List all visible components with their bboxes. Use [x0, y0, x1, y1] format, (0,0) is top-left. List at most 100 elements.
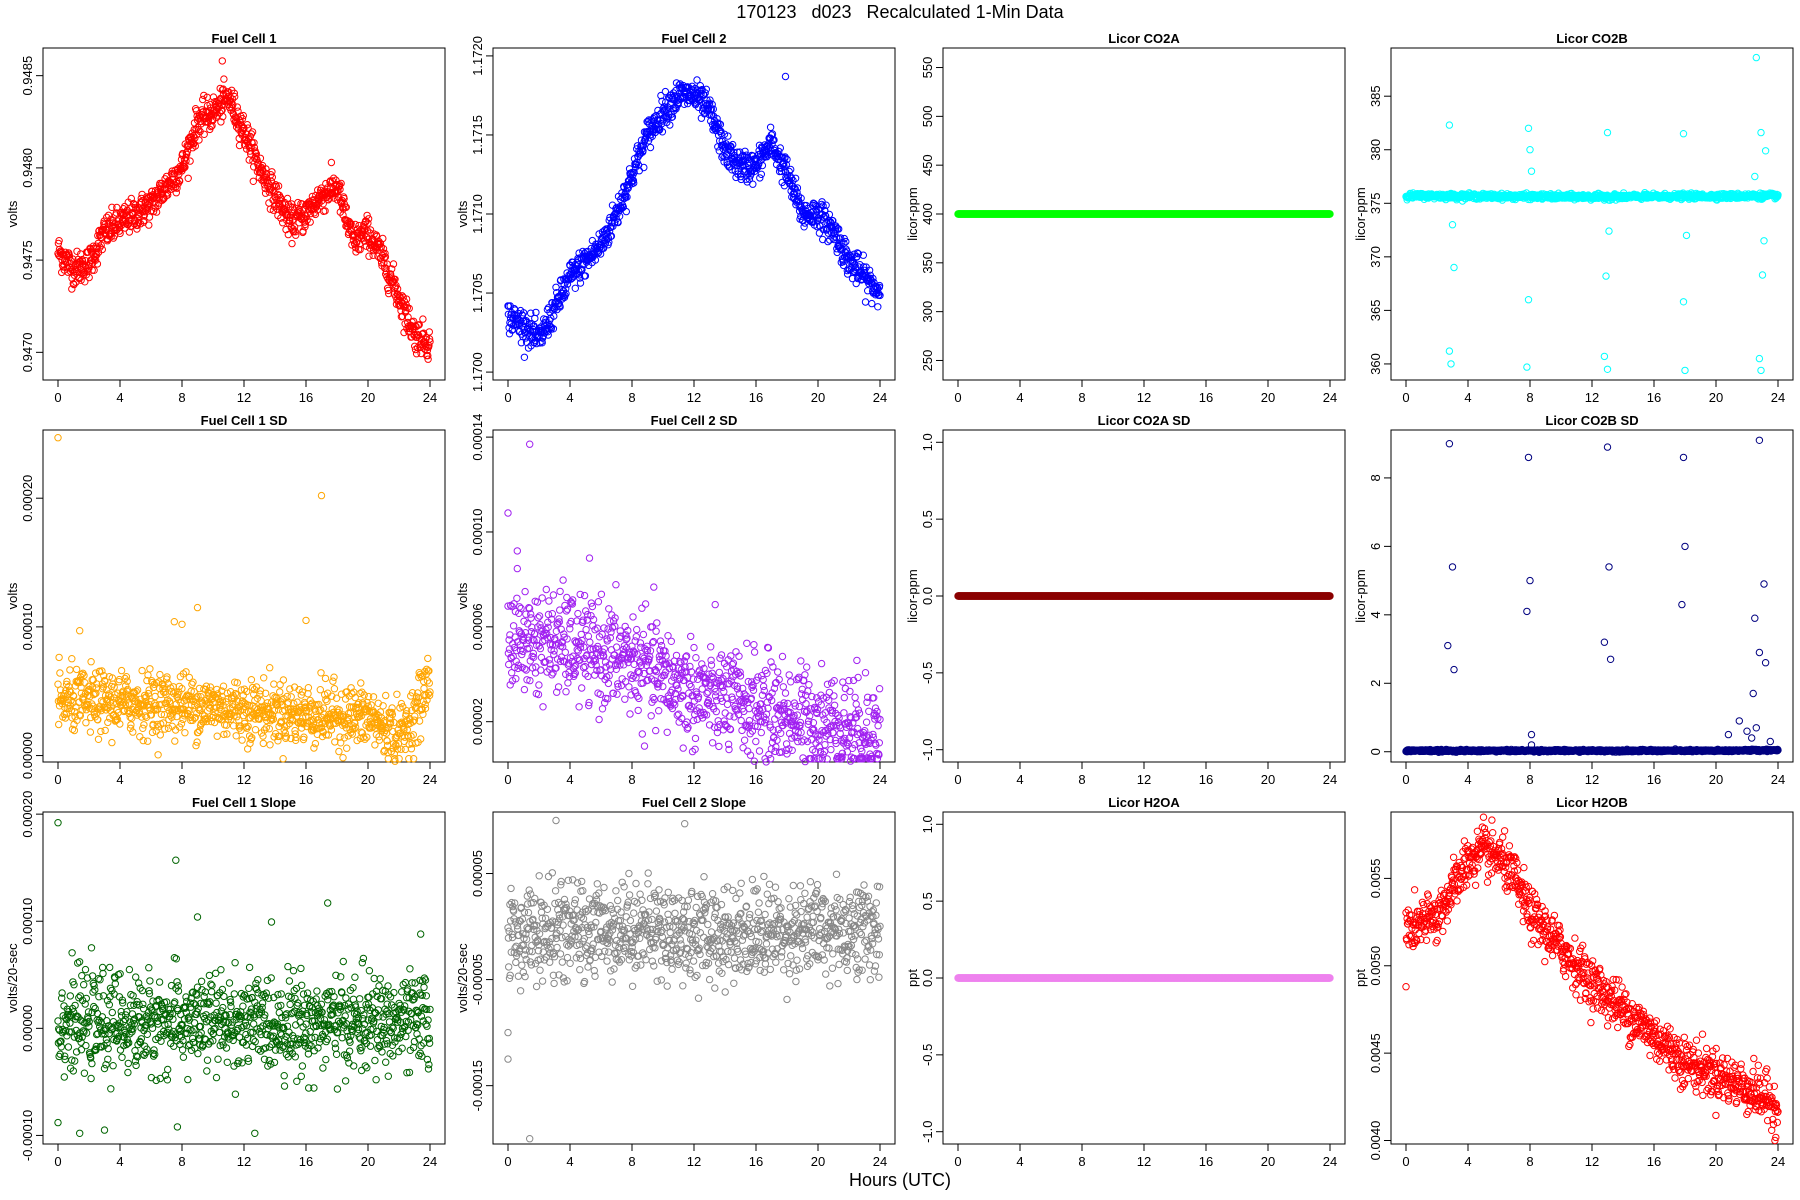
data-point: [1752, 53, 1761, 62]
data-point: [149, 207, 158, 216]
y-tick-label: 370: [1368, 246, 1383, 268]
x-tick-label: 0: [54, 390, 61, 405]
data-point: [1445, 347, 1454, 355]
x-tick-label: 0: [1402, 390, 1409, 405]
data-point: [323, 697, 331, 705]
data-point: [184, 174, 192, 183]
x-tick-label: 0: [504, 390, 511, 405]
data-point: [144, 737, 152, 745]
x-tick-label: 8: [628, 390, 635, 405]
data-point: [330, 673, 338, 681]
x-tick-label: 20: [1261, 390, 1275, 405]
data-point: [781, 72, 790, 81]
data-point: [164, 191, 172, 199]
data-point: [1526, 146, 1534, 154]
x-tick-label: 16: [1199, 390, 1213, 405]
data-point: [868, 299, 876, 308]
x-tick-label: 8: [178, 772, 185, 787]
data-point: [112, 209, 121, 217]
x-tick-label: 8: [178, 390, 185, 405]
x-tick-label: 4: [1464, 390, 1471, 405]
data-point: [766, 123, 775, 132]
data-point: [357, 679, 365, 687]
y-tick-label: 550: [920, 57, 935, 79]
data-point: [133, 225, 141, 233]
data-point: [107, 232, 115, 241]
data-point: [1757, 366, 1765, 375]
data-point: [787, 165, 795, 174]
data-point: [56, 669, 64, 677]
panel-title: Fuel Cell 2: [661, 31, 726, 46]
x-tick-label: 24: [423, 390, 437, 405]
data-point: [189, 678, 197, 686]
data-point: [861, 298, 870, 306]
y-tick-label: 500: [920, 106, 935, 128]
data-point: [116, 229, 124, 238]
panel-fuel-cell-1: Fuel Cell 10 4 8 12 16 20 240.94700.94750.9480…: [5, 31, 446, 405]
data-point: [81, 278, 89, 286]
data-point: [279, 676, 288, 684]
data-point: [1448, 221, 1457, 229]
data-point: [279, 755, 287, 763]
x-tick-label: 16: [299, 772, 313, 787]
data-point: [98, 245, 107, 254]
y-tick-label: 375: [1368, 192, 1383, 214]
data-point: [1760, 237, 1768, 245]
data-point: [72, 665, 81, 674]
panel-title: Licor CO2A: [1108, 31, 1180, 46]
data-point: [192, 125, 200, 134]
y-tick-label: 450: [920, 154, 935, 176]
data-point: [1679, 130, 1688, 138]
data-point: [238, 736, 246, 744]
data-point: [1605, 227, 1613, 235]
x-tick-label: 4: [116, 390, 123, 405]
panel-title: Fuel Cell 1: [211, 31, 276, 46]
data-point: [520, 353, 529, 361]
data-points: [54, 57, 434, 363]
data-point: [247, 676, 256, 684]
data-point: [1751, 172, 1759, 181]
data-point: [55, 720, 63, 729]
data-point: [135, 213, 143, 221]
data-point: [91, 669, 100, 677]
x-tick-label: 16: [749, 390, 763, 405]
x-tick-label: 20: [811, 390, 825, 405]
x-tick-label: 12: [237, 390, 251, 405]
data-point: [197, 120, 205, 128]
plot-frame: [1390, 47, 1794, 381]
data-point: [168, 722, 176, 730]
data-point: [1755, 354, 1764, 363]
y-axis-label: licor-ppm: [905, 187, 920, 240]
data-point: [154, 751, 162, 759]
data-point: [91, 256, 100, 264]
data-point: [1603, 128, 1612, 137]
data-point: [1447, 360, 1455, 368]
data-point: [108, 738, 116, 747]
data-point: [145, 213, 154, 221]
data-point: [104, 211, 113, 220]
y-tick-label: 1.1710: [470, 194, 485, 234]
x-tick-label: 24: [1323, 390, 1337, 405]
data-point: [135, 218, 143, 227]
data-point: [164, 724, 173, 732]
y-tick-label: 365: [1368, 300, 1383, 322]
x-tick-label: 20: [361, 390, 375, 405]
data-point: [702, 85, 710, 94]
data-points: [954, 210, 1334, 218]
data-point: [122, 673, 131, 681]
y-tick-label: 385: [1368, 85, 1383, 107]
data-point: [340, 734, 349, 742]
data-point: [152, 208, 161, 216]
x-tick-label: 12: [687, 390, 701, 405]
y-tick-label: 0.9470: [20, 332, 35, 372]
data-point: [220, 75, 228, 83]
data-point: [85, 273, 93, 282]
data-point: [251, 726, 260, 734]
x-tick-label: 24: [873, 390, 887, 405]
data-point: [260, 674, 268, 682]
data-point: [55, 237, 63, 245]
data-point: [287, 693, 295, 701]
data-point: [1761, 147, 1770, 155]
